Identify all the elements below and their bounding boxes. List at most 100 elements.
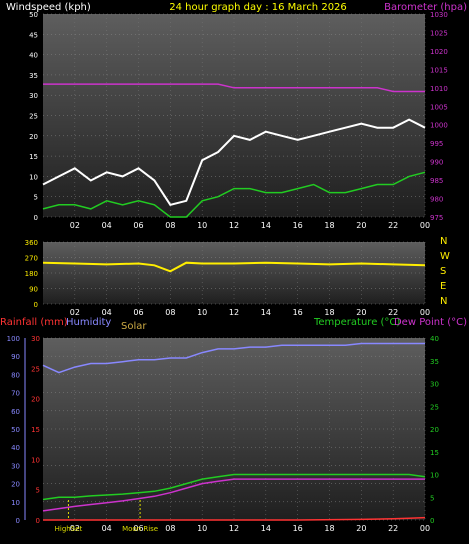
series-line-rainfall-mm (43, 516, 426, 521)
x-tick-label: 06 (133, 221, 143, 230)
compass-label: S (440, 266, 446, 277)
direction-tick-label: 360 (25, 239, 38, 247)
barometer-tick-label: 1030 (430, 11, 448, 19)
barometer-tick-label: 1005 (430, 103, 448, 111)
dewpoint-axis-label: Dew Point (°C) (394, 317, 467, 328)
windspeed-tick-label: 10 (29, 173, 38, 181)
x-tick-label: 22 (388, 221, 398, 230)
graph-title: 24 hour graph day : 16 March 2026 (169, 2, 347, 13)
rainfall-tick-label: 5 (36, 487, 40, 495)
compass-label: N (440, 236, 447, 247)
temperature-axis-label: Temperature (°C) (313, 317, 400, 328)
x-tick-label: 08 (165, 221, 175, 230)
windspeed-tick-label: 35 (29, 72, 38, 80)
humidity-tick-label: 30 (11, 462, 20, 470)
direction-tick-label: 270 (25, 255, 38, 263)
rainfall-tick-label: 10 (31, 456, 40, 464)
x-tick-label: 04 (102, 221, 112, 230)
x-tick-label: 20 (356, 524, 366, 533)
series-line-humidity (42, 342, 425, 374)
event-label: HighSet (55, 525, 83, 533)
x-tick-label: 08 (165, 524, 175, 533)
x-tick-label: 18 (324, 221, 334, 230)
rainfall-tick-label: 15 (31, 426, 40, 434)
windspeed-tick-label: 50 (29, 11, 38, 19)
barometer-tick-label: 1015 (430, 66, 448, 74)
x-tick-label: 00 (420, 308, 430, 317)
barometer-tick-label: 1010 (430, 85, 448, 93)
temperature-tick-label: 25 (430, 403, 439, 411)
x-tick-label: 18 (324, 524, 334, 533)
x-tick-label: 04 (102, 524, 112, 533)
windspeed-tick-label: 5 (34, 194, 38, 202)
humidity-tick-label: 20 (11, 481, 20, 489)
x-tick-label: 02 (70, 524, 80, 533)
x-tick-label: 20 (356, 221, 366, 230)
rainfall-axis-label: Rainfall (mm) (0, 317, 68, 328)
x-tick-label: 16 (293, 221, 303, 230)
x-tick-label: 22 (388, 308, 398, 317)
barometer-tick-label: 985 (430, 177, 443, 185)
lower-panel-bg (43, 338, 425, 520)
temperature-tick-label: 20 (430, 426, 439, 434)
windspeed-tick-label: 15 (29, 153, 38, 161)
direction-tick-label: 0 (34, 301, 38, 309)
compass-label: E (440, 281, 446, 292)
temperature-tick-label: 35 (430, 358, 439, 366)
windspeed-tick-label: 40 (29, 52, 38, 60)
x-tick-label: 22 (388, 524, 398, 533)
x-tick-label: 12 (229, 308, 239, 317)
barometer-tick-label: 1020 (430, 48, 448, 56)
x-tick-label: 14 (261, 221, 271, 230)
series-line-dew-point-c (42, 478, 425, 512)
rainfall-tick-label: 20 (31, 396, 40, 404)
humidity-tick-label: 70 (11, 390, 20, 398)
barometer-tick-label: 975 (430, 214, 443, 222)
barometer-tick-label: 1000 (430, 122, 448, 130)
barometer-tick-label: 995 (430, 140, 443, 148)
x-tick-label: 16 (293, 308, 303, 317)
series-line-temperature-c (42, 473, 426, 501)
windspeed-tick-label: 30 (29, 92, 38, 100)
humidity-tick-label: 40 (11, 444, 20, 452)
x-tick-label: 12 (229, 524, 239, 533)
x-tick-label: 04 (102, 308, 112, 317)
windspeed-tick-label: 20 (29, 133, 38, 141)
temperature-tick-label: 5 (430, 494, 434, 502)
x-tick-label: 02 (70, 308, 80, 317)
humidity-tick-label: 90 (11, 353, 20, 361)
rainfall-tick-label: 0 (36, 517, 40, 525)
event-label: Moon Rise (122, 525, 158, 533)
humidity-axis-label: Humidity (66, 317, 111, 328)
x-tick-label: 18 (324, 308, 334, 317)
humidity-tick-label: 10 (11, 499, 20, 507)
wind-panel-bg (43, 14, 425, 217)
x-tick-label: 12 (229, 221, 239, 230)
x-tick-label: 08 (165, 308, 175, 317)
x-tick-label: 14 (261, 308, 271, 317)
windspeed-tick-label: 45 (29, 31, 38, 39)
windspeed-tick-label: 25 (29, 113, 38, 121)
direction-tick-label: 180 (25, 270, 38, 278)
direction-panel-bg (43, 242, 425, 304)
series-line-avg-wind (42, 171, 426, 218)
rainfall-tick-label: 30 (31, 335, 40, 343)
humidity-tick-label: 80 (11, 371, 20, 379)
direction-tick-label: 90 (29, 286, 38, 294)
x-tick-label: 00 (420, 221, 430, 230)
x-tick-label: 10 (197, 524, 207, 533)
humidity-tick-label: 0 (16, 517, 20, 525)
series-line-wind-direction (42, 261, 426, 273)
x-tick-label: 14 (261, 524, 271, 533)
windspeed-axis-label: Windspeed (kph) (6, 2, 91, 13)
compass-label: N (440, 296, 447, 307)
compass-label: W (440, 251, 450, 262)
solar-label: Solar (121, 321, 147, 332)
x-tick-label: 20 (356, 308, 366, 317)
temperature-tick-label: 15 (430, 449, 439, 457)
humidity-tick-label: 50 (11, 426, 20, 434)
temperature-tick-label: 0 (430, 517, 434, 525)
barometer-tick-label: 1025 (430, 29, 448, 37)
series-line-windspeed-kph (42, 118, 426, 206)
